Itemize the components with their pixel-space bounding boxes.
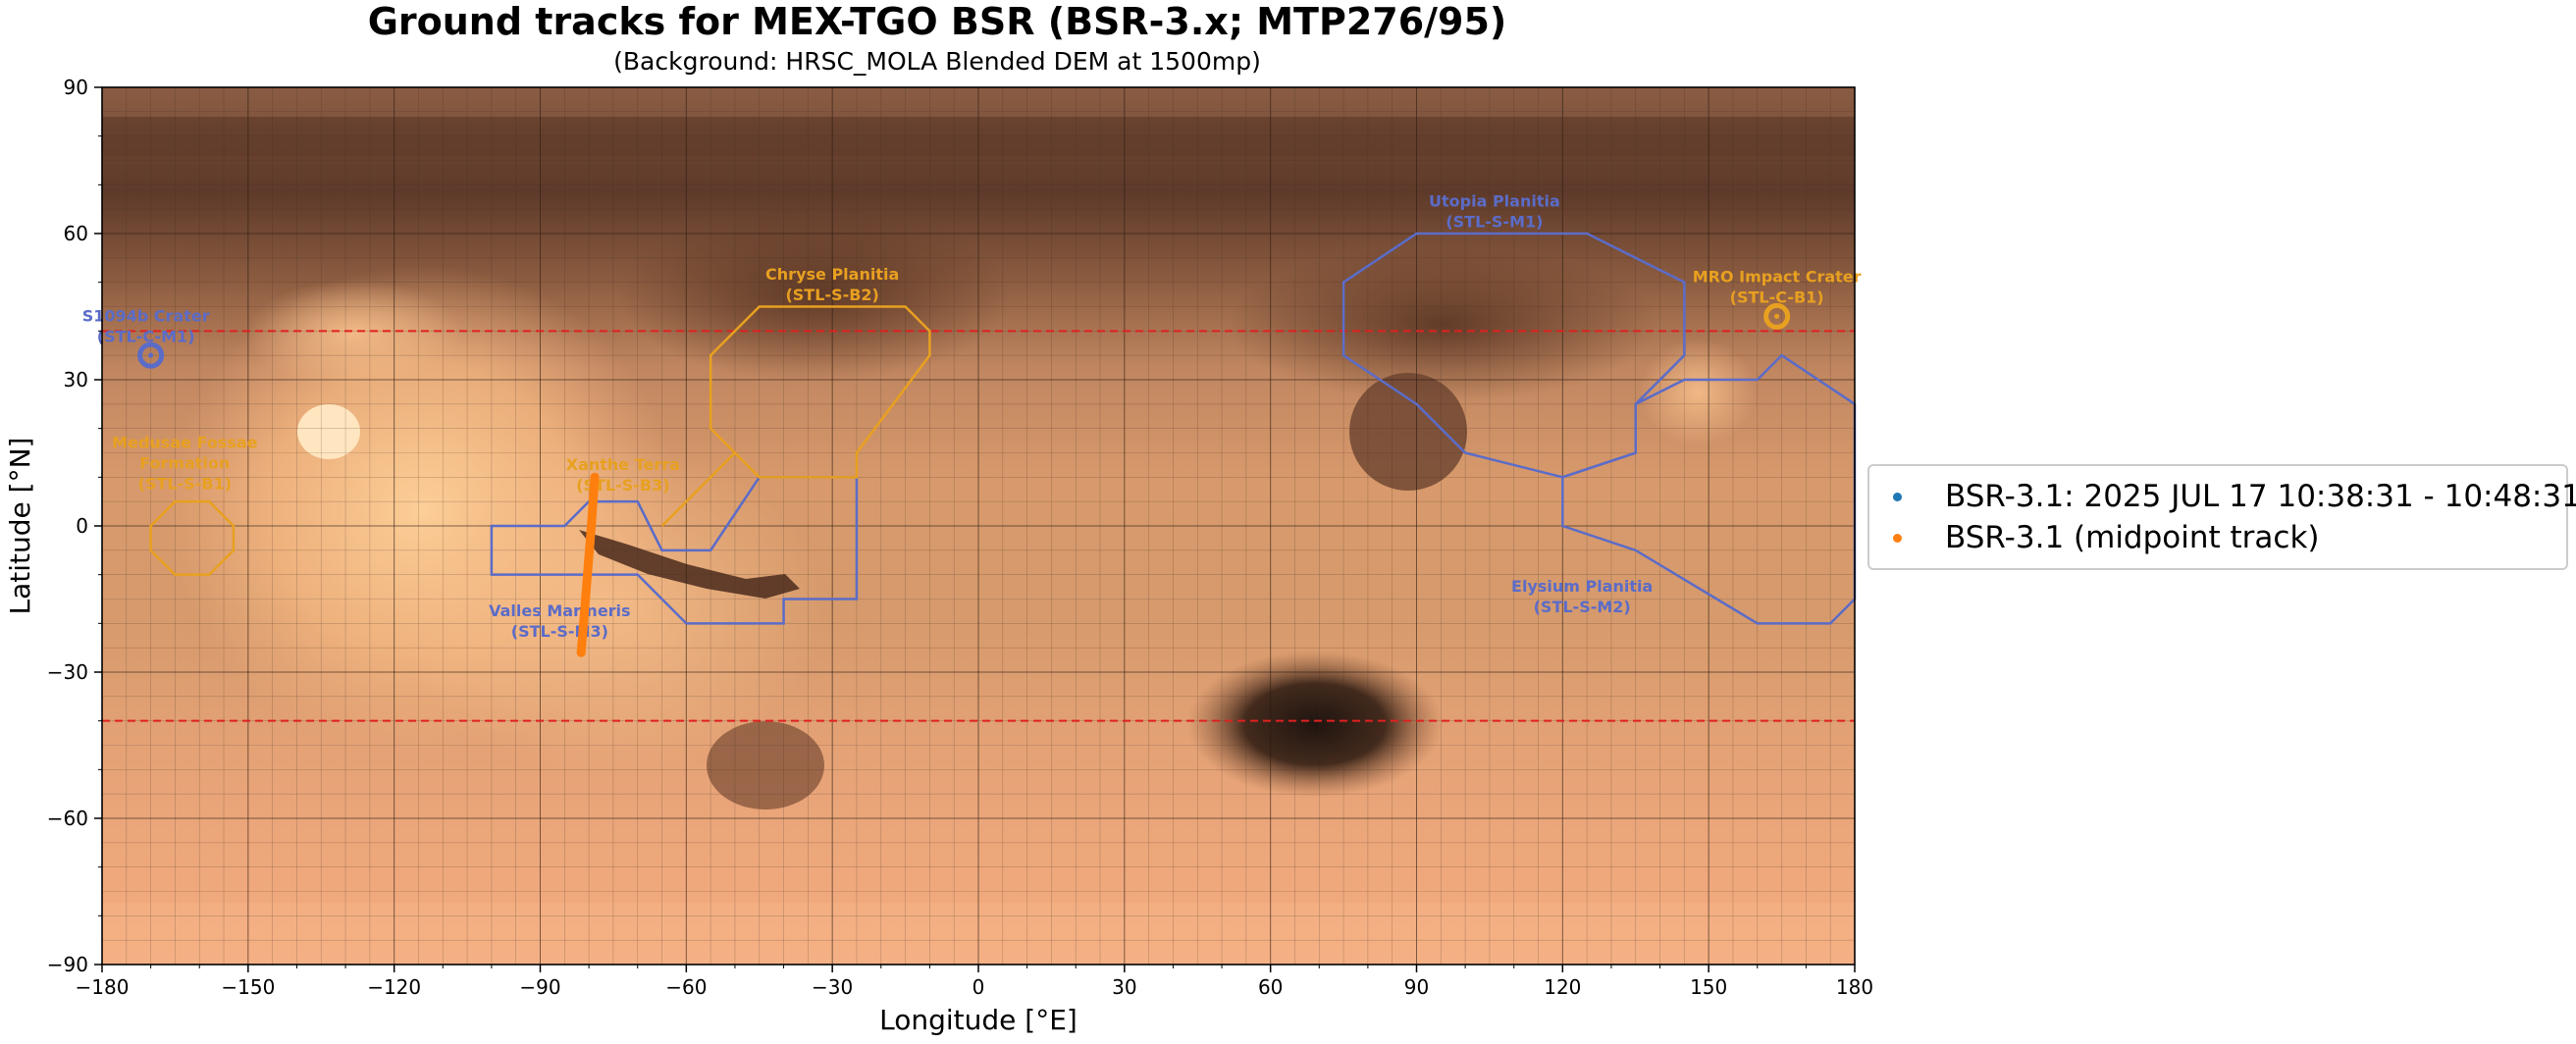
legend-item-midpoint-track: BSR-3.1 (midpoint track): [1893, 518, 2320, 557]
x-tick-label: −180: [76, 975, 130, 999]
target-label: Utopia Planitia (STL-S-M1): [1429, 192, 1560, 232]
x-tick-label: −120: [367, 975, 421, 999]
y-tick-label: 60: [64, 222, 88, 245]
target-outline: [709, 305, 931, 479]
legend-label-midpoint-track: BSR-3.1 (midpoint track): [1945, 520, 2320, 555]
legend: BSR-3.1: 2025 JUL 17 10:38:31 - 10:48:31…: [1867, 464, 2576, 570]
track-point: [579, 618, 589, 628]
target-outline: [490, 476, 859, 625]
target-label-line: (STL-C-M1): [97, 327, 195, 345]
x-tick-label: −90: [519, 975, 560, 999]
x-tick-label: −150: [221, 975, 275, 999]
legend-item-observation: BSR-3.1: 2025 JUL 17 10:38:31 - 10:48:31: [1893, 477, 2576, 516]
target-center: [148, 352, 154, 358]
target-label-line: Xanthe Terra: [566, 455, 680, 474]
target-label: MRO Impact Crater (STL-C-B1): [1693, 268, 1862, 307]
target-label: S1094b Crater (STL-C-M1): [82, 306, 210, 345]
track-point: [587, 521, 597, 531]
target: MRO Impact Crater (STL-C-B1): [1693, 268, 1862, 330]
legend-label-observation: BSR-3.1: 2025 JUL 17 10:38:31 - 10:48:31: [1945, 479, 2576, 514]
latitude-limit-lines: [102, 330, 1855, 722]
x-tick-label: 30: [1112, 975, 1136, 999]
y-axis-label: Latitude [°N]: [4, 438, 36, 615]
target: S1094b Crater (STL-C-M1): [82, 306, 210, 369]
x-axis-label: Longitude [°E]: [879, 1004, 1078, 1036]
legend-marker-orange: [1893, 533, 1902, 543]
y-tick-label: 0: [76, 514, 88, 538]
legend-marker-blue: [1893, 492, 1902, 501]
target-label-line: (STL-S-B3): [576, 476, 669, 495]
target-center: [1774, 313, 1780, 319]
target-circle: [1763, 302, 1791, 330]
target: Medusae Fossae Formation (STL-S-B1): [112, 434, 258, 576]
target-label-line: (STL-S-B2): [785, 286, 878, 304]
target-label-line: Formation: [139, 454, 230, 473]
target-label-line: S1094b Crater: [82, 306, 210, 325]
x-tick-label: 150: [1690, 975, 1727, 999]
target-label: Chryse Planitia (STL-S-B2): [765, 265, 899, 304]
x-tick-label: 90: [1404, 975, 1429, 999]
track-point: [576, 648, 586, 657]
target-label-line: (STL-C-B1): [1730, 288, 1824, 307]
target-label: Elysium Planitia (STL-S-M2): [1511, 577, 1653, 616]
target: Xanthe Terra (STL-S-B3): [566, 451, 736, 527]
y-tick-label: −30: [47, 660, 88, 684]
axes: −180 −150 −120 −90 −60 −30 0 30 60 90 120 150 180 −90…: [4, 76, 1873, 1036]
target-label-line: (STL-S-B1): [138, 475, 232, 494]
target-label-line: Utopia Planitia: [1429, 192, 1560, 211]
target-circle: [137, 341, 165, 369]
target-label-line: Medusae Fossae: [112, 434, 257, 452]
track-point: [590, 472, 600, 482]
target: Chryse Planitia (STL-S-B2): [709, 265, 931, 479]
target-outline: [149, 499, 236, 576]
target-label-line: Chryse Planitia: [765, 265, 899, 284]
target-outline: [660, 451, 736, 527]
x-tick-label: 60: [1258, 975, 1283, 999]
y-tick-label: 90: [64, 76, 88, 99]
chart-title: Ground tracks for MEX-TGO BSR (BSR-3.x; …: [367, 0, 1507, 43]
y-tick-label: 30: [64, 368, 88, 392]
target-label-line: Elysium Planitia: [1511, 577, 1653, 596]
target-label-line: (STL-S-M2): [1534, 598, 1631, 616]
midpoint-track: [576, 472, 600, 657]
x-tick-label: 0: [973, 975, 985, 999]
target-label-line: Valles Marineris: [489, 601, 630, 620]
y-tick-label: −60: [47, 807, 88, 830]
target-label-line: MRO Impact Crater: [1693, 268, 1862, 287]
target-label: Medusae Fossae Formation (STL-S-B1): [112, 434, 257, 494]
x-tick-label: −60: [665, 975, 707, 999]
x-tick-label: 120: [1544, 975, 1581, 999]
chart-subtitle: (Background: HRSC_MOLA Blended DEM at 15…: [613, 47, 1261, 76]
x-tick-label: 180: [1836, 975, 1873, 999]
track-point: [583, 570, 593, 580]
target-label-line: (STL-S-M1): [1446, 213, 1543, 232]
y-tick-label: −90: [47, 953, 88, 976]
target-label-line: (STL-S-M3): [511, 622, 608, 641]
target-label: Xanthe Terra (STL-S-B3): [566, 455, 680, 495]
x-tick-label: −30: [812, 975, 853, 999]
